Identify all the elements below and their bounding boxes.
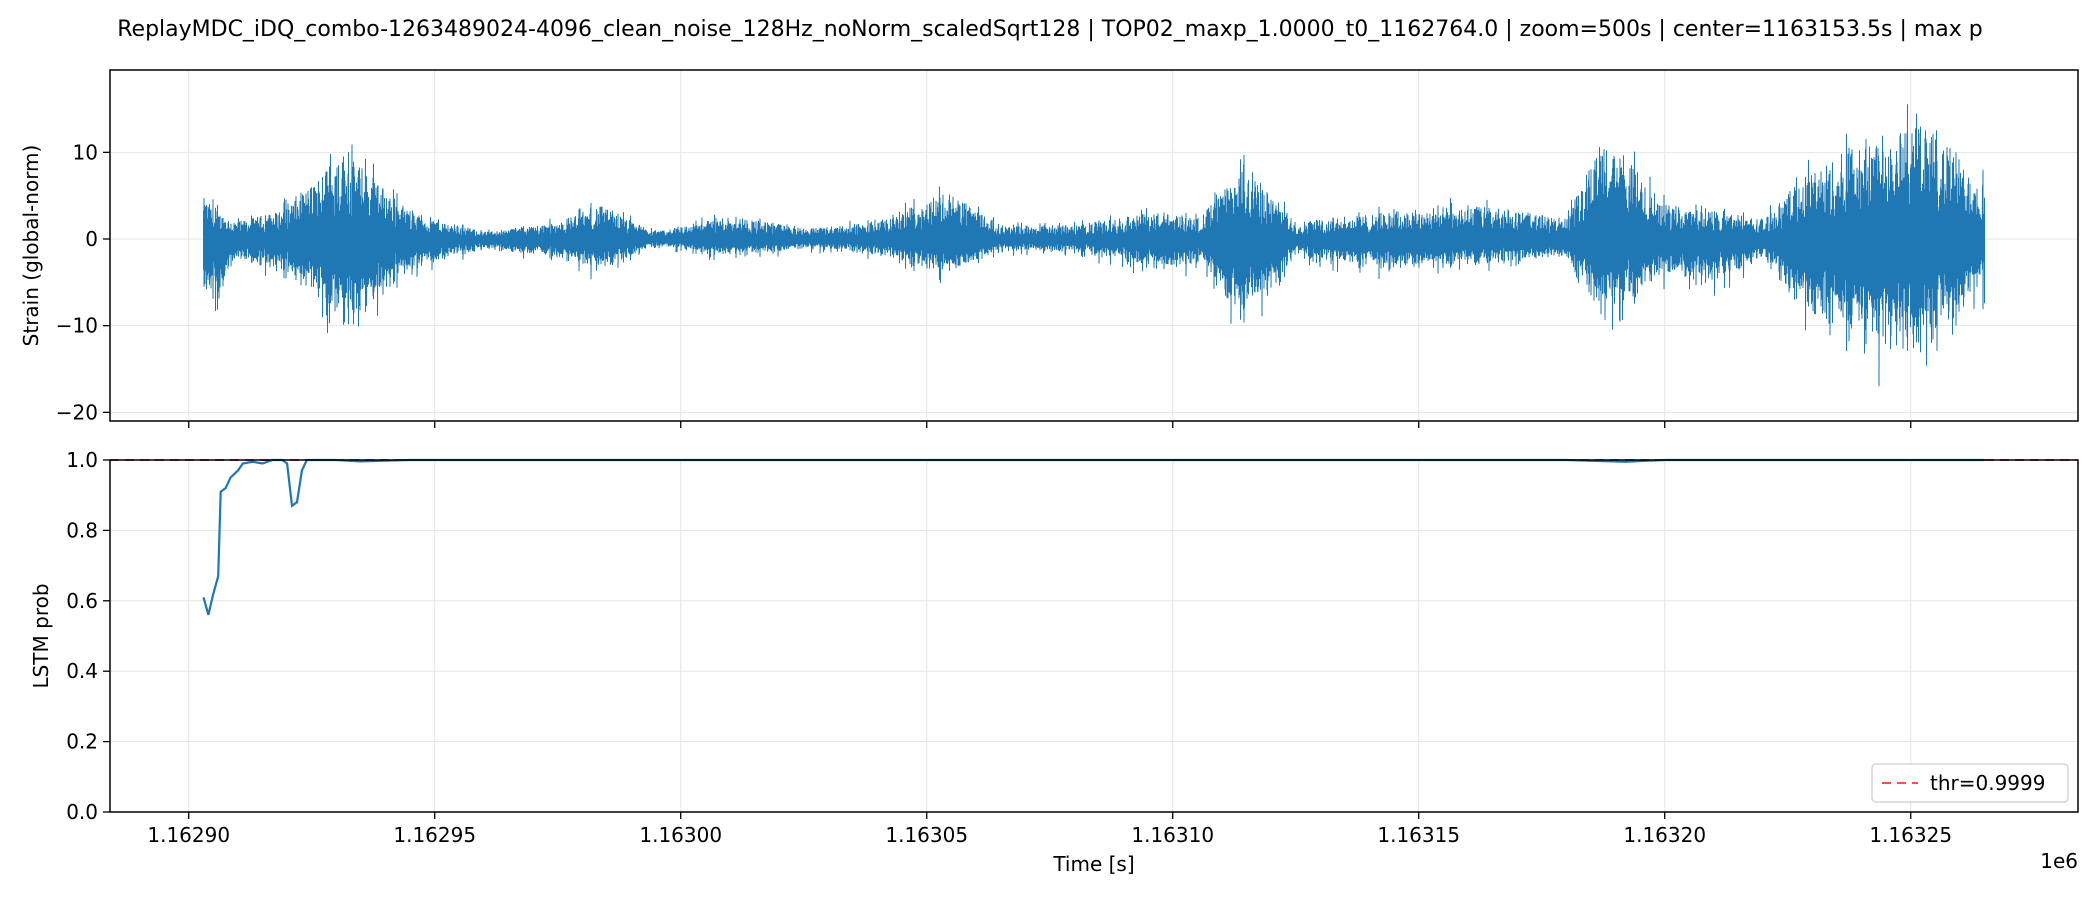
strain-y-tick-label: −20 [56, 400, 98, 424]
lstm-x-tick-label: 1.16300 [639, 823, 722, 847]
figure-title: ReplayMDC_iDQ_combo-1263489024-4096_clea… [117, 17, 1983, 42]
lstm-x-tick-label: 1.16305 [885, 823, 968, 847]
lstm-x-tick-label: 1.16320 [1623, 823, 1706, 847]
strain-y-axis-label: Strain (global-norm) [19, 145, 43, 347]
lstm-y-tick-label: 0.4 [66, 659, 98, 683]
lstm-x-tick-label: 1.16290 [147, 823, 230, 847]
lstm-x-tick-label: 1.16310 [1131, 823, 1214, 847]
lstm-x-tick-label: 1.16325 [1869, 823, 1952, 847]
lstm-y-tick-label: 1.0 [66, 448, 98, 472]
strain-y-tick-label: 0 [85, 227, 98, 251]
lstm-y-axis-label: LSTM prob [29, 583, 53, 688]
lstm-grid [110, 459, 2078, 813]
lstm-y-tick-label: 0.2 [66, 730, 98, 754]
x-axis-offset-label: 1e6 [2040, 849, 2078, 873]
legend: thr=0.9999 [1871, 763, 2069, 803]
lstm-x-tick-label: 1.16315 [1377, 823, 1460, 847]
lstm-y-tick-label: 0.8 [66, 518, 98, 542]
x-axis-label: Time [s] [1052, 852, 1134, 876]
strain-ticks: 10 0 −10 −20 [56, 140, 1912, 428]
lstm-axes-frame [109, 459, 2079, 813]
strain-axes-frame [109, 69, 2079, 422]
lstm-prob-line [202, 458, 1985, 616]
strain-waveform [203, 104, 1985, 387]
strain-panel: 10 0 −10 −20 Strain (global-norm) [19, 69, 2079, 428]
legend-label: thr=0.9999 [1930, 771, 2045, 795]
strain-y-tick-label: −10 [56, 314, 98, 338]
strain-y-tick-label: 10 [73, 140, 98, 164]
lstm-x-tick-label: 1.16295 [393, 823, 476, 847]
lstm-y-tick-label: 0.6 [66, 589, 98, 613]
legend-box [1871, 763, 2069, 803]
lstm-ticks: 1.0 0.8 0.6 0.4 0.2 0.0 1.16290 1.16295 1.16300 1… [66, 448, 1952, 847]
lstm-y-tick-label: 0.0 [66, 800, 98, 824]
lstm-panel: 1.0 0.8 0.6 0.4 0.2 0.0 1.16290 1.16295 1.16300 1… [29, 448, 2079, 876]
